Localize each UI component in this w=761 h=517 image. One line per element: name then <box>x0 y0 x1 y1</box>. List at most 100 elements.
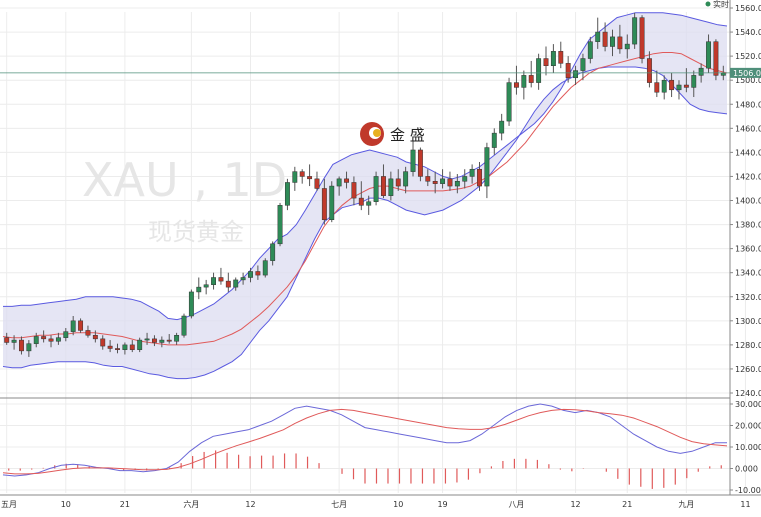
candle-body <box>462 176 468 182</box>
candle <box>137 337 143 353</box>
watermark: XAU , 1D 现货黄金 <box>82 153 287 246</box>
macd-y-tick-label: -10.000 <box>735 486 761 495</box>
candle <box>646 51 652 88</box>
candle <box>403 166 409 194</box>
candle <box>676 80 682 100</box>
bollinger-bands <box>2 12 728 380</box>
candle <box>639 15 645 64</box>
candle <box>11 335 17 350</box>
candle-body <box>358 197 364 206</box>
candle <box>395 169 401 191</box>
candle-body <box>11 339 17 343</box>
bollinger-upper-line <box>3 12 728 321</box>
candle <box>277 202 283 247</box>
y-tick-label: 1380.00 <box>735 221 761 230</box>
candle-body <box>624 43 630 50</box>
candle-body <box>447 178 453 187</box>
candle <box>543 46 549 76</box>
candle-body <box>720 72 726 76</box>
candle-body <box>691 75 697 88</box>
candle-body <box>115 348 120 350</box>
y-tick-label: 1440.00 <box>735 148 761 157</box>
candle <box>410 140 416 177</box>
candle <box>351 176 357 206</box>
candle <box>33 332 39 348</box>
candle-body <box>513 82 519 88</box>
candle <box>691 70 697 98</box>
candle <box>211 272 217 290</box>
candle <box>26 340 32 357</box>
y-tick-label: 1340.00 <box>735 269 761 278</box>
watermark-name: 现货黄金 <box>148 218 244 246</box>
candle <box>299 169 305 184</box>
candle <box>181 313 187 338</box>
candle <box>573 65 579 85</box>
candle <box>587 36 593 64</box>
candle <box>381 164 386 199</box>
candle <box>107 340 113 353</box>
candle <box>358 181 364 211</box>
candle <box>329 181 335 223</box>
candle-body <box>129 344 135 350</box>
candle <box>4 332 10 345</box>
candle-body <box>698 67 704 76</box>
macd-y-tick-label: 10.000 <box>735 443 761 452</box>
candle-body <box>587 41 593 59</box>
candle <box>425 169 431 187</box>
x-tick-label: 七月 <box>331 500 347 509</box>
candle <box>683 68 689 93</box>
macd-macd-line <box>2 403 727 477</box>
candle <box>336 176 342 196</box>
candle-body <box>661 79 667 93</box>
candlestick-series <box>4 12 726 357</box>
candle <box>19 336 24 355</box>
candle-body <box>521 75 527 88</box>
candle-body <box>33 336 39 344</box>
candle <box>713 39 719 81</box>
candle <box>432 171 438 194</box>
candle <box>491 128 497 155</box>
candle <box>233 277 239 291</box>
candle-body <box>336 178 342 187</box>
x-tick-label: 21 <box>622 500 632 509</box>
candle <box>536 53 542 90</box>
candle <box>174 332 180 345</box>
candle-body <box>240 277 246 281</box>
candle <box>78 318 84 333</box>
candle-body <box>299 171 305 177</box>
x-tick-label: 11 <box>740 500 750 509</box>
candle <box>669 72 675 98</box>
candle-body <box>63 331 69 338</box>
candle-body <box>314 178 320 189</box>
candle-body <box>284 182 290 206</box>
candle-body <box>188 291 194 317</box>
candle <box>159 336 165 348</box>
candle-body <box>270 243 276 261</box>
candle-body <box>248 271 253 278</box>
candle <box>595 17 601 49</box>
candle-body <box>491 132 497 148</box>
y-tick-label: 1480.00 <box>735 100 761 109</box>
candle-body <box>85 330 91 336</box>
candle <box>373 171 379 206</box>
candle-body <box>403 171 409 187</box>
candle-body <box>19 339 24 352</box>
brand-name: 金 盛 <box>390 126 425 144</box>
candle <box>85 325 91 338</box>
candle <box>218 267 224 285</box>
candle-body <box>181 315 187 336</box>
candle <box>528 60 534 88</box>
candle <box>55 332 61 345</box>
candle-body <box>543 58 549 66</box>
price-overlay: 实时 1506.08 <box>705 0 761 78</box>
candle-body <box>78 320 84 331</box>
candle-body <box>144 338 150 341</box>
x-tick-label: 10 <box>393 500 403 509</box>
candle-body <box>610 36 615 47</box>
candle-body <box>550 51 556 66</box>
candle-body <box>484 147 490 187</box>
y-tick-label: 1300.00 <box>735 317 761 326</box>
candle-body <box>602 31 608 47</box>
y-tick-label: 1540.00 <box>735 28 761 37</box>
candle <box>550 44 556 73</box>
